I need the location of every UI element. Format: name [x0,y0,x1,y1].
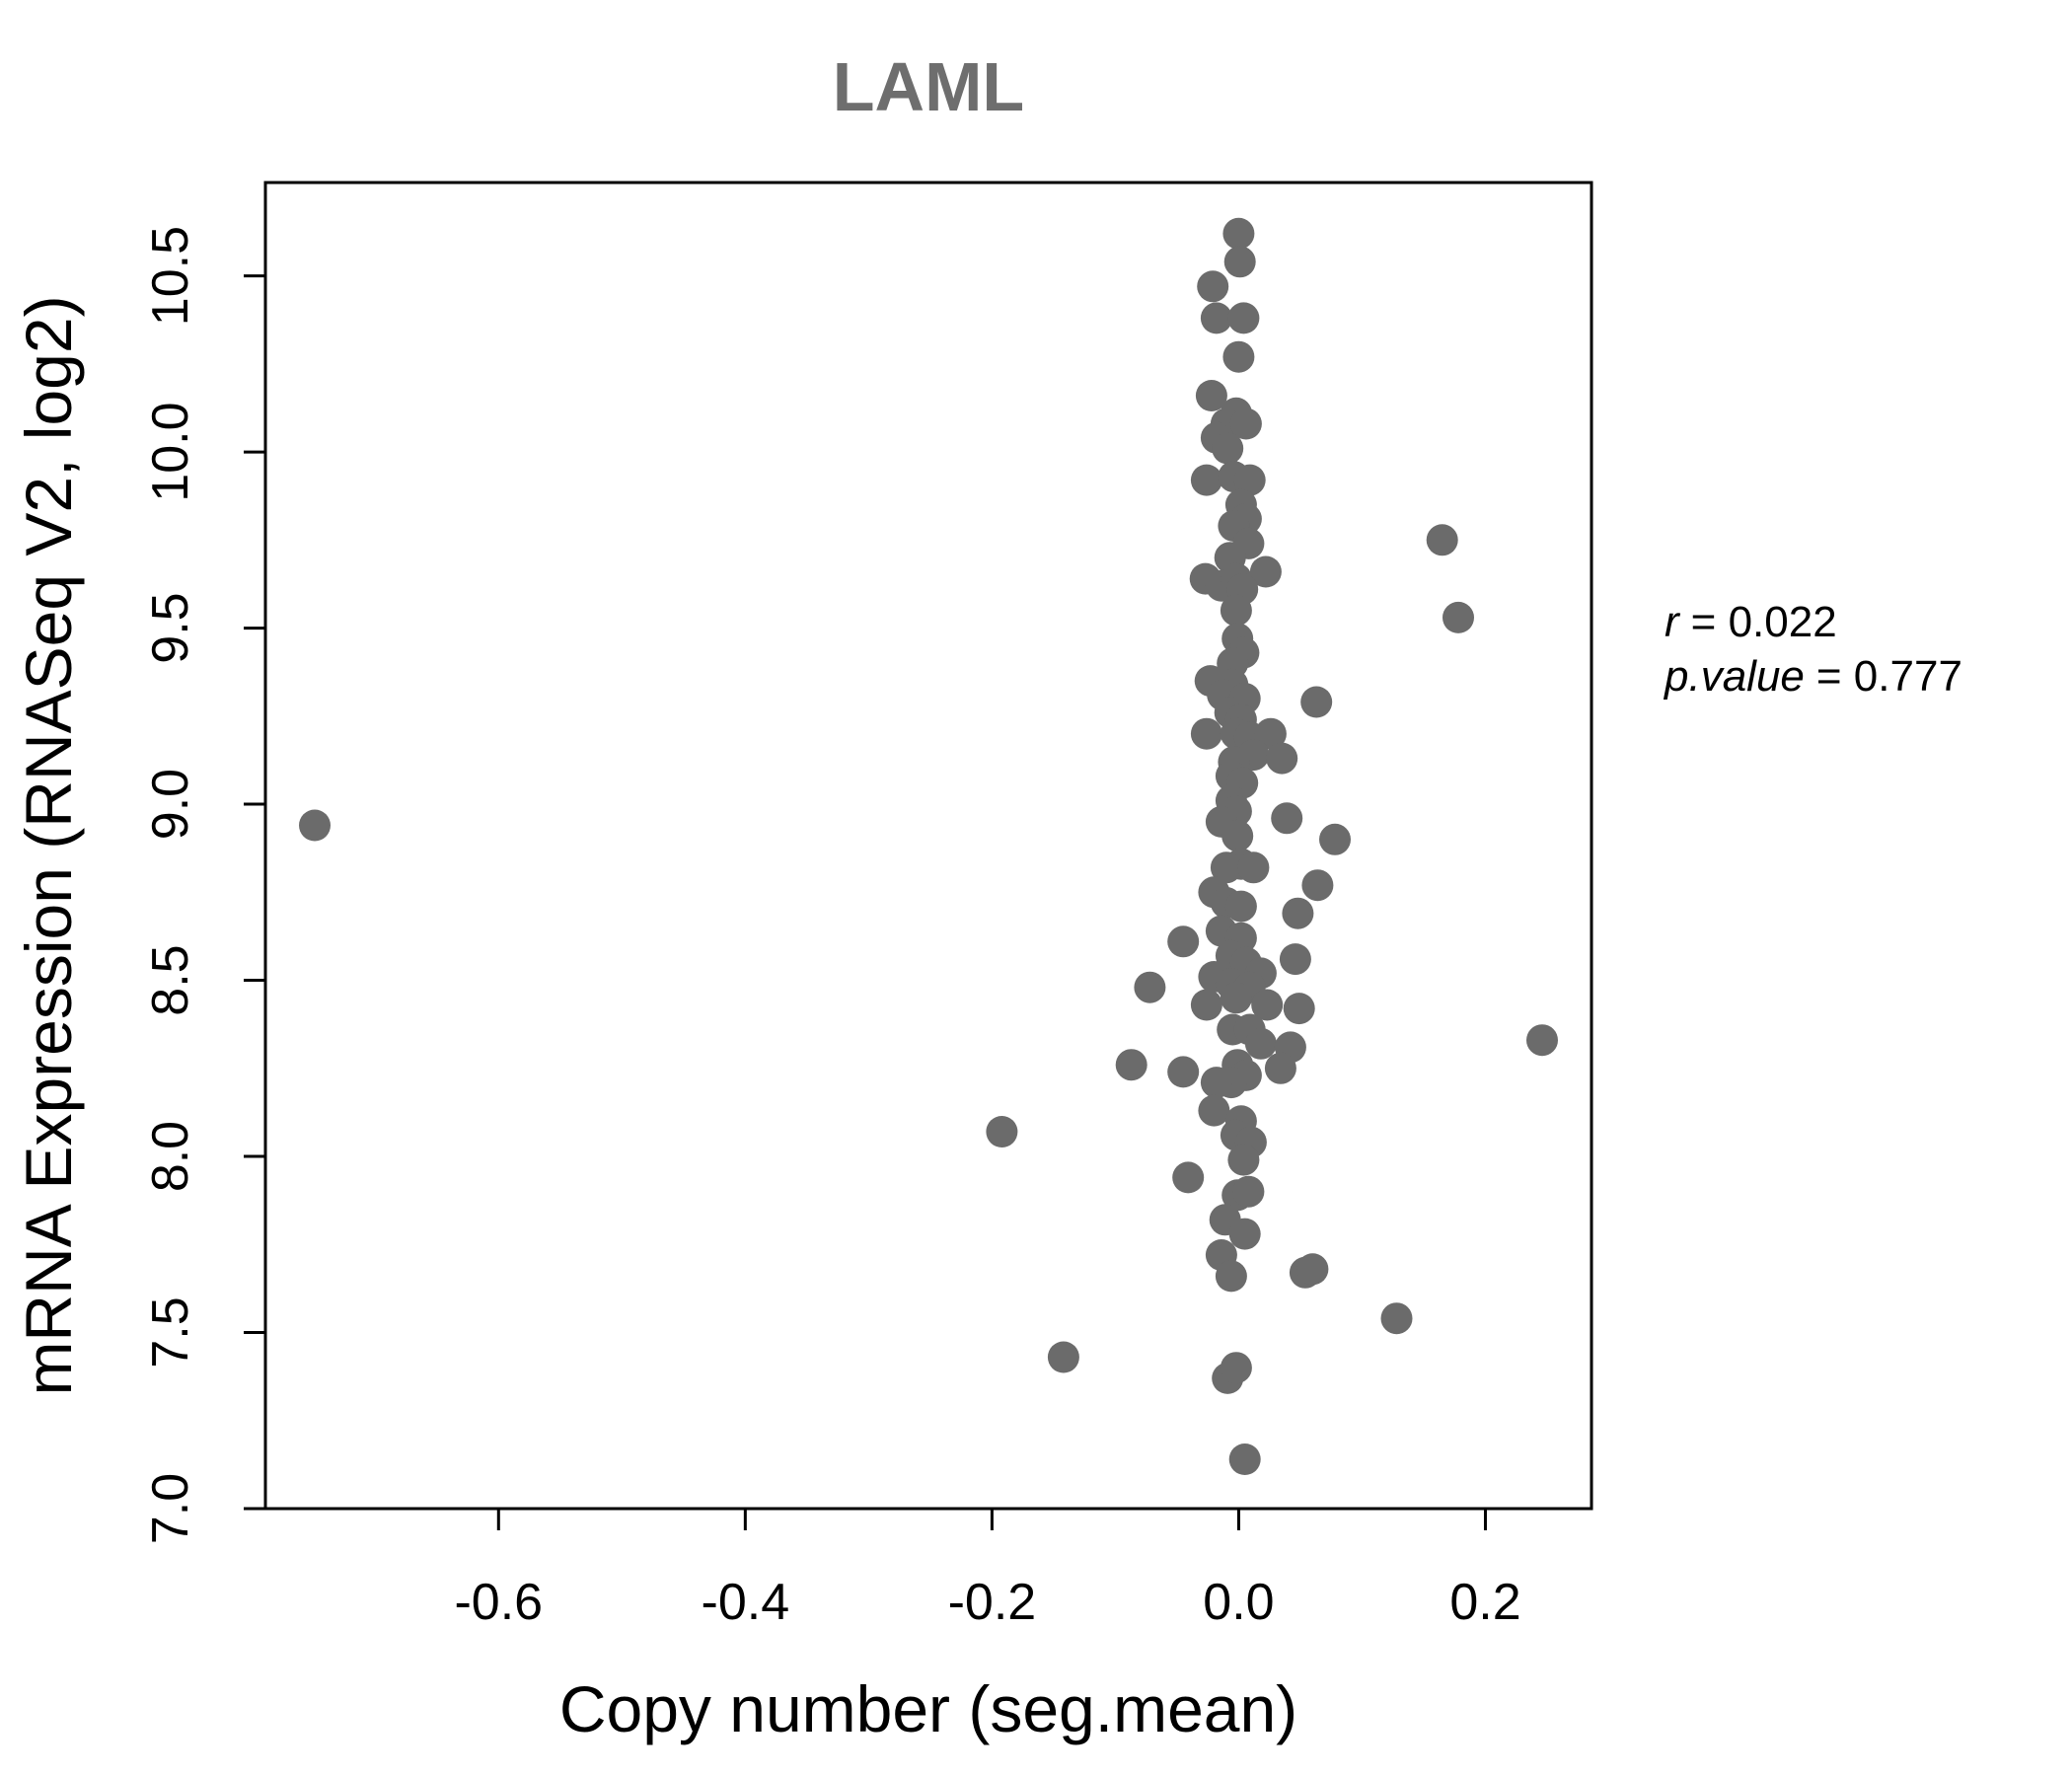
data-point [1526,1024,1558,1057]
data-point [1167,1056,1200,1088]
data-point [1190,464,1222,496]
data-point [1200,302,1232,334]
x-tick-label: -0.6 [454,1574,543,1631]
data-point [1228,1443,1261,1475]
x-axis-ticks: -0.6 -0.4 -0.2 0.0 0.2 [454,1509,1521,1631]
y-axis-label: mRNA Expression (RNASeq V2, log2) [12,295,85,1395]
data-point [1296,1253,1329,1286]
annotation-pvalue-value: = 0.777 [1816,652,1962,701]
data-point [1190,989,1222,1021]
data-point [1227,1144,1260,1176]
data-point [1380,1302,1413,1335]
x-tick-label: -0.4 [702,1574,790,1631]
x-axis-label: Copy number (seg.mean) [559,1672,1297,1745]
data-point [1200,1067,1232,1099]
x-tick-label: -0.2 [948,1574,1037,1631]
data-point [1198,1094,1230,1127]
data-point [1047,1341,1079,1373]
data-point [1195,380,1227,411]
data-point [1251,989,1284,1021]
data-point [1301,869,1334,902]
data-point [1227,302,1260,334]
data-point [1232,1175,1265,1208]
data-point [1266,742,1298,775]
data-point [1264,1052,1296,1084]
data-point [1300,686,1333,718]
data-point [1237,851,1270,884]
annotation-r: r = 0.022 [1665,598,1837,646]
y-tick-label: 7.5 [142,1296,199,1368]
data-point [1443,601,1474,633]
data-point [1249,555,1282,588]
data-point [1215,1260,1247,1293]
data-point [1222,217,1255,250]
annotation-pvalue-var: p.value [1663,652,1805,701]
data-point [1190,717,1222,750]
data-points [299,217,1558,1475]
data-point [1426,524,1458,556]
annotation-r-var: r [1665,598,1681,646]
y-tick-label: 9.0 [142,769,199,840]
data-point [299,809,331,842]
data-point [1282,897,1314,929]
data-point [1220,594,1252,627]
data-point [1221,820,1254,852]
data-point [1210,851,1242,884]
annotation-pvalue: p.value = 0.777 [1663,652,1962,701]
data-point [1271,802,1303,835]
data-point [1254,717,1287,750]
annotation-r-value: = 0.022 [1691,598,1837,646]
data-point [986,1116,1018,1147]
x-tick-label: 0.0 [1203,1574,1274,1631]
plot-frame [263,181,1593,1511]
data-point [1222,340,1255,373]
data-point [1197,270,1229,303]
y-tick-label: 8.5 [142,944,199,1015]
x-tick-label: 0.2 [1449,1574,1520,1631]
data-point [1229,407,1262,440]
data-point [1224,890,1257,923]
data-point [1212,432,1244,465]
data-point [1220,982,1252,1014]
data-point [1279,943,1311,976]
y-tick-label: 10.0 [142,402,199,501]
data-point [1244,1027,1277,1060]
data-point [1220,1352,1252,1384]
data-point [1233,464,1266,496]
data-point [1223,246,1256,278]
y-tick-label: 7.0 [142,1473,199,1544]
y-tick-label: 9.5 [142,592,199,663]
data-point [1228,1218,1261,1250]
plot-title: LAML [833,48,1024,125]
data-point [1172,1161,1205,1194]
y-axis-ticks: 7.0 7.5 8.0 8.5 9.0 9.5 10.0 10.5 [142,226,265,1544]
data-point [1115,1049,1147,1081]
data-point [1283,993,1315,1025]
y-tick-label: 10.5 [142,226,199,326]
y-tick-label: 8.0 [142,1121,199,1192]
data-point [1319,823,1351,855]
data-point [1134,971,1166,1003]
data-point [1167,925,1200,958]
